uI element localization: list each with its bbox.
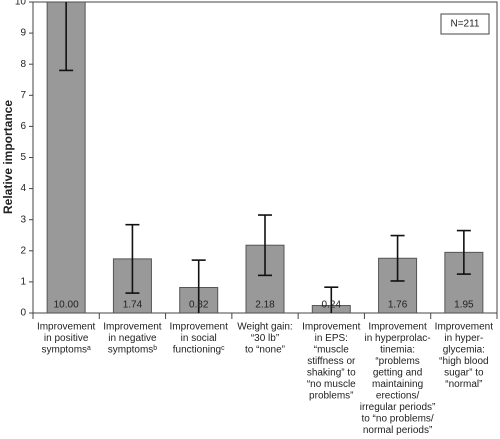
x-tick-label: tinemia:	[380, 345, 415, 356]
x-tick-label: problems”	[309, 391, 353, 402]
x-tick-label: to “no problems/	[361, 414, 433, 425]
x-tick-label: “no muscle	[307, 379, 356, 390]
x-tick-label: “normal”	[445, 379, 482, 390]
value-label: 1.95	[454, 300, 474, 311]
error-bar	[324, 286, 339, 313]
x-tick-label: in positive	[44, 333, 89, 344]
y-tick-label: 3	[20, 214, 26, 225]
x-tick-label: Improvement	[302, 322, 361, 333]
y-tick-label: 7	[20, 90, 26, 101]
x-tick-label: in negative	[108, 333, 157, 344]
error-bar	[191, 259, 206, 313]
x-tick-label: in social	[181, 333, 217, 344]
value-label: 1.74	[123, 300, 143, 311]
x-tick-label: sugar” to	[444, 368, 484, 379]
x-tick-label: Improvement	[37, 322, 96, 333]
y-tick-label: 5	[20, 152, 26, 163]
y-tick-label: 6	[20, 121, 26, 132]
x-tick-label: “problems	[375, 356, 419, 367]
x-tick-label: Improvement	[435, 322, 494, 333]
x-tick-label: erections/	[376, 391, 420, 402]
x-tick-label: “30 lb”	[251, 333, 279, 344]
error-bar	[125, 223, 140, 294]
bar	[444, 251, 484, 313]
annotation-box	[440, 13, 490, 35]
x-tick-label: “muscle	[314, 345, 349, 356]
error-bar	[456, 229, 471, 275]
x-tick-label: Improvement	[368, 322, 427, 333]
x-tick-label: Improvement	[103, 322, 162, 333]
value-label: 10.00	[54, 300, 79, 311]
x-tick-label: in hyper-	[444, 333, 483, 344]
y-tick-label: 1	[20, 277, 26, 288]
x-tick-label: Improvement	[170, 322, 229, 333]
x-tick-label: normal periods”	[363, 425, 432, 436]
value-label: 0.24	[322, 300, 342, 311]
y-tick-label: 8	[20, 59, 26, 70]
x-tick-label: symptomsᵇ	[108, 345, 158, 356]
x-tick-label: shaking” to	[307, 368, 356, 379]
x-tick-label: functioningᶜ	[173, 345, 225, 356]
error-bar	[258, 214, 272, 277]
x-tick-label: symptomsᵃ	[41, 345, 91, 356]
y-axis-label: Relative importance	[1, 100, 15, 214]
y-tick-label: 4	[20, 183, 26, 194]
y-tick-label: 0	[20, 308, 26, 319]
y-tick-label: 10	[15, 0, 27, 8]
x-tick-label: “high blood	[439, 356, 488, 367]
x-tick-label: glycemia:	[443, 345, 485, 356]
plot-area	[46, 2, 484, 313]
value-label: 1.76	[388, 300, 408, 311]
y-tick-label: 9	[20, 28, 26, 39]
value-label: 2.18	[255, 300, 275, 311]
annotation: N=211	[450, 19, 479, 30]
y-tick-label: 2	[20, 245, 26, 256]
x-tick-label: maintaining	[372, 379, 423, 390]
x-tick-label: stiffness or	[307, 356, 356, 367]
error-bar	[59, 2, 74, 72]
error-bar	[390, 234, 405, 282]
x-tick-label: in EPS:	[315, 333, 348, 344]
x-tick-label: Weight gain:	[237, 322, 292, 333]
x-tick-label: in hyperprolac-	[364, 333, 430, 344]
x-tick-label: irregular periods”	[360, 402, 436, 413]
value-label: 0.82	[189, 300, 209, 311]
x-tick-label: to “none”	[245, 345, 285, 356]
x-tick-label: getting and	[373, 368, 423, 379]
